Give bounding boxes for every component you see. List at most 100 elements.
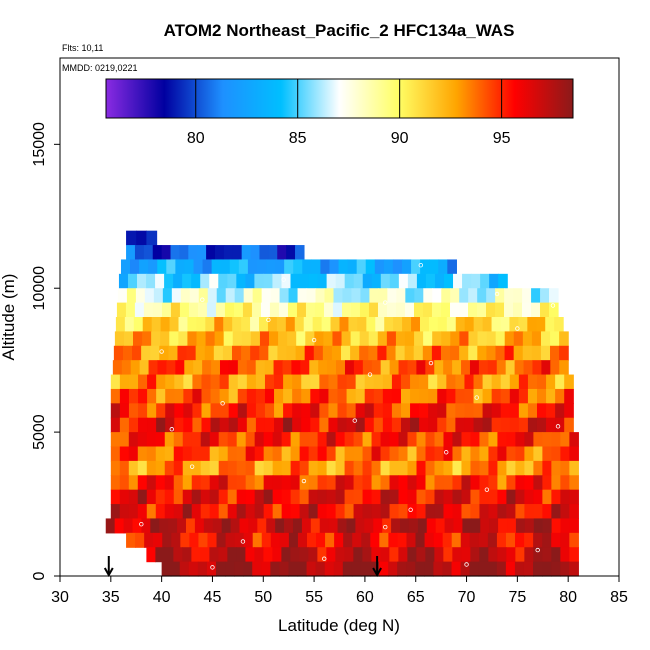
- heatmap-cell: [110, 403, 121, 419]
- heatmap-cell: [531, 288, 541, 304]
- heatmap-cell: [504, 288, 514, 304]
- heatmap-cell: [531, 302, 541, 318]
- x-tick-label: 75: [508, 589, 526, 606]
- heatmap-cell: [125, 302, 136, 318]
- heatmap-cell: [546, 403, 556, 419]
- heatmap-cell: [299, 547, 309, 563]
- heatmap-cell: [284, 259, 294, 275]
- heatmap-cell: [128, 460, 139, 476]
- colorbar-tick-label: 80: [187, 130, 205, 147]
- heatmap-cell: [337, 388, 348, 404]
- heatmap-cell: [350, 345, 360, 361]
- heatmap-cell: [124, 317, 135, 332]
- heatmap-cell: [119, 432, 130, 448]
- heatmap-cell: [130, 360, 141, 376]
- heatmap-cell: [227, 504, 238, 520]
- heatmap-cell: [397, 561, 407, 577]
- heatmap-cell: [410, 374, 420, 390]
- heatmap-cell: [524, 446, 534, 462]
- heatmap-cell: [564, 417, 574, 433]
- heatmap-cell: [452, 460, 463, 476]
- heatmap-cell: [420, 259, 430, 275]
- heatmap-cell: [182, 446, 193, 462]
- heatmap-cell: [416, 547, 426, 563]
- heatmap-cell: [173, 432, 184, 448]
- heatmap-cell: [192, 374, 203, 390]
- heatmap-cell: [292, 518, 303, 534]
- heatmap-cell: [335, 446, 346, 462]
- heatmap-cell: [491, 388, 502, 404]
- heatmap-cell: [267, 317, 278, 332]
- heatmap-cell: [377, 302, 388, 318]
- heatmap-cell: [569, 432, 579, 448]
- heatmap-cell: [164, 547, 174, 563]
- x-tick-label: 40: [153, 589, 171, 606]
- heatmap-cell: [505, 360, 516, 376]
- heatmap-cell: [424, 532, 435, 548]
- heatmap-cell: [296, 331, 306, 347]
- heatmap-cell: [170, 245, 181, 261]
- heatmap-cell: [161, 561, 172, 577]
- heatmap-cell: [155, 432, 166, 448]
- heatmap-cell: [477, 345, 488, 361]
- heatmap-cell: [215, 302, 226, 318]
- heatmap-cell: [540, 302, 550, 318]
- heatmap-cell: [196, 317, 206, 332]
- heatmap-cell: [128, 475, 139, 491]
- heatmap-cell: [388, 561, 398, 577]
- heatmap-cell: [351, 288, 362, 304]
- heatmap-cell: [191, 504, 202, 520]
- heatmap-cell: [209, 432, 220, 448]
- heatmap-cell: [419, 317, 430, 332]
- heatmap-cell: [371, 432, 382, 448]
- heatmap-cell: [462, 273, 472, 289]
- heatmap-cell: [407, 547, 417, 563]
- heatmap-cell: [536, 388, 547, 404]
- heatmap-cell: [407, 273, 418, 289]
- heatmap-cell: [434, 446, 445, 462]
- heatmap-cell: [425, 475, 436, 491]
- heatmap-cell: [288, 561, 299, 577]
- heatmap-cell: [500, 374, 511, 390]
- heatmap-cell: [389, 475, 400, 491]
- heatmap-cell: [551, 532, 561, 548]
- heatmap-cell: [228, 403, 239, 419]
- heatmap-cell: [518, 417, 529, 433]
- heatmap-cell: [255, 388, 266, 404]
- heatmap-cell: [404, 345, 415, 361]
- heatmap-cell: [254, 504, 265, 520]
- heatmap-cell: [480, 518, 490, 534]
- heatmap-cell: [453, 273, 463, 289]
- heatmap-cell: [297, 561, 308, 577]
- heatmap-cell: [452, 547, 462, 563]
- heatmap-cell: [371, 504, 382, 520]
- heatmap-cell: [375, 317, 385, 332]
- heatmap-cell: [292, 417, 302, 433]
- heatmap-cell: [400, 518, 410, 534]
- heatmap-cell: [243, 532, 254, 548]
- heatmap-cell: [272, 432, 283, 448]
- heatmap-cell: [274, 417, 284, 433]
- heatmap-cell: [443, 489, 454, 505]
- heatmap-cell: [214, 331, 225, 347]
- heatmap-cell: [344, 432, 355, 448]
- heatmap-cell: [146, 273, 156, 289]
- heatmap-cell: [523, 561, 534, 577]
- heatmap-cell: [287, 302, 298, 318]
- down-arrow-icon: [103, 556, 114, 578]
- x-tick-label: 30: [51, 589, 69, 606]
- heatmap-cell: [146, 547, 156, 563]
- heatmap-cell: [191, 460, 202, 476]
- heatmap-cell: [505, 561, 516, 577]
- heatmap-cell: [212, 518, 223, 534]
- heatmap-cell: [182, 489, 193, 505]
- heatmap-cell: [488, 432, 499, 448]
- sample-point: [281, 277, 286, 282]
- heatmap-cell: [461, 547, 471, 563]
- heatmap-cell: [116, 302, 127, 318]
- heatmap-cell: [555, 417, 565, 433]
- heatmap-cell: [326, 489, 337, 505]
- heatmap-cell: [337, 417, 348, 433]
- heatmap-cell: [251, 302, 262, 318]
- heatmap-cell: [328, 374, 339, 390]
